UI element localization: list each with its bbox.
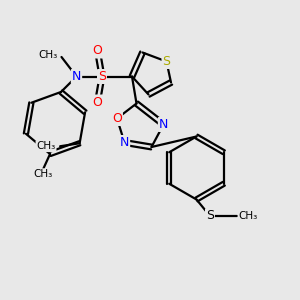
- Text: O: O: [93, 95, 102, 109]
- Text: N: N: [159, 118, 168, 131]
- Text: S: S: [206, 209, 214, 223]
- Text: N: N: [120, 136, 129, 149]
- Text: S: S: [98, 70, 106, 83]
- Text: CH₃: CH₃: [39, 50, 58, 61]
- Text: O: O: [112, 112, 122, 125]
- Text: N: N: [72, 70, 81, 83]
- Text: CH₃: CH₃: [33, 169, 52, 179]
- Text: CH₃: CH₃: [36, 141, 56, 151]
- Text: CH₃: CH₃: [238, 211, 258, 221]
- Text: S: S: [163, 55, 170, 68]
- Text: O: O: [93, 44, 102, 58]
